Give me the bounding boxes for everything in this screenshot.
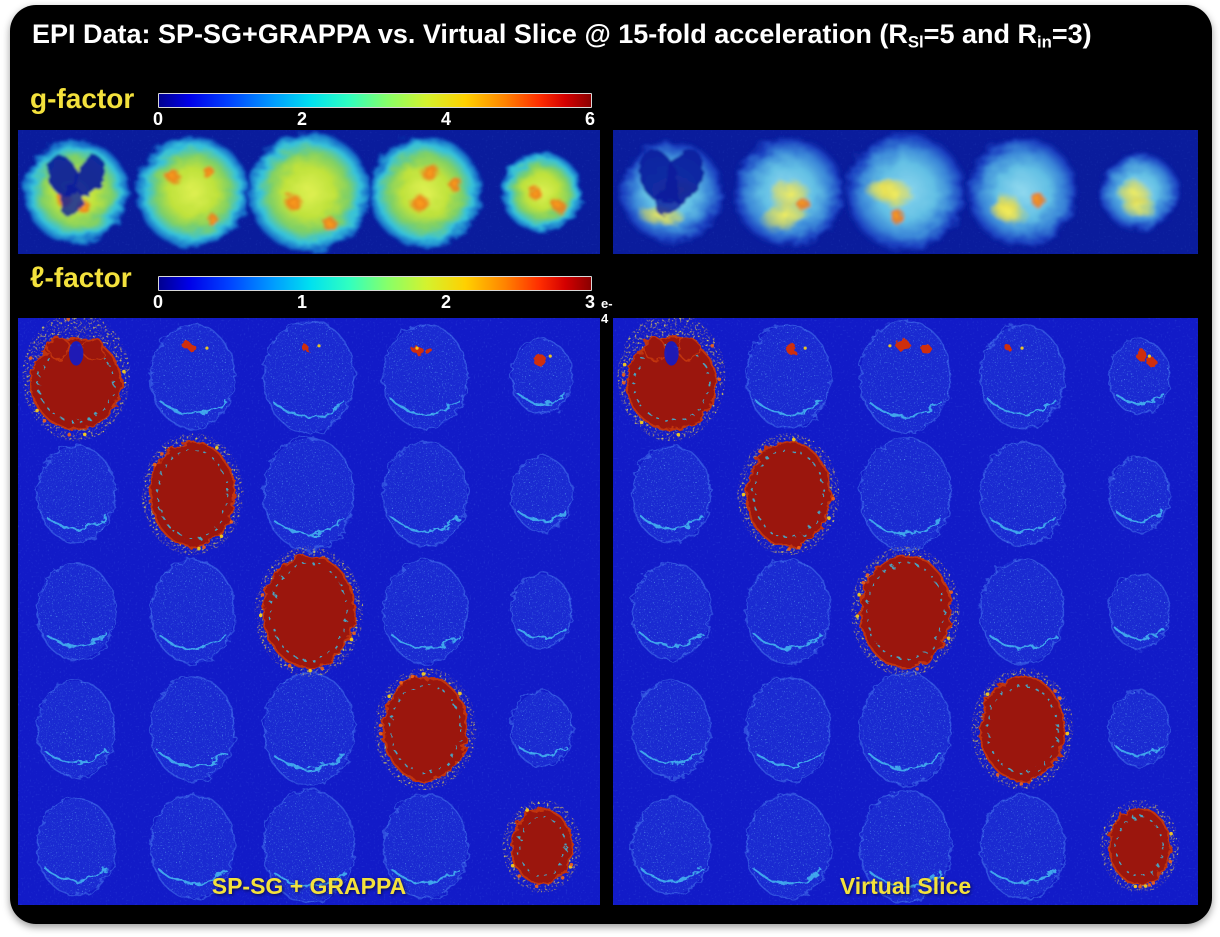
l-factor-colorbar <box>158 276 592 291</box>
leakage-map-cell <box>746 324 831 429</box>
leakage-map-cell <box>1109 691 1170 767</box>
leakage-map-cell <box>1109 574 1170 649</box>
leakage-map-cell <box>980 559 1065 664</box>
g-factor-brain-slice <box>366 134 485 250</box>
g-factor-map-panel-left <box>18 130 600 254</box>
diagonal-red-brain <box>382 675 469 782</box>
leakage-map-cell <box>980 794 1065 899</box>
colorbar-tick: 0 <box>152 109 164 129</box>
leakage-map-cell <box>150 324 235 429</box>
panel-caption-left: SP-SG + GRAPPA <box>211 873 407 899</box>
leakage-map-cell <box>860 437 951 551</box>
title-subscript-sl: Sl <box>907 32 924 52</box>
colorbar-tick: 2 <box>296 109 307 129</box>
diagonal-red-brain <box>30 336 123 430</box>
leakage-map-cell <box>632 563 711 660</box>
panel-caption-right: Virtual Slice <box>839 873 972 899</box>
leakage-map-cell <box>150 676 235 781</box>
l-factor-map-panel-right: Virtual Slice <box>613 318 1198 905</box>
l-factor-label-text: -factor <box>44 262 132 293</box>
title-text-mid: =5 and R <box>923 19 1037 49</box>
g-factor-map-panel-right <box>613 130 1198 254</box>
diagonal-red-brain <box>979 675 1066 782</box>
leakage-map-cell <box>860 790 951 903</box>
g-factor-brain-slice <box>245 130 373 254</box>
g-factor-label: g-factor <box>30 83 135 114</box>
g-factor-brain-slice <box>616 138 727 246</box>
l-factor-map-panel-left: SP-SG + GRAPPA <box>18 318 600 905</box>
title-text: EPI Data: SP-SG+GRAPPA vs. Virtual Slice… <box>32 19 908 49</box>
g-factor-brain-slice <box>133 134 252 250</box>
leakage-map-cell <box>263 320 355 433</box>
leakage-map-cell <box>150 559 235 664</box>
l-factor-label: ℓ-factor <box>30 261 132 295</box>
title-subscript-in: in <box>1036 32 1052 52</box>
leakage-map-cell <box>37 563 116 660</box>
diagonal-red-brain <box>745 441 832 548</box>
figure-frame: EPI Data: SP-SG+GRAPPA vs. Virtual Slice… <box>10 5 1212 924</box>
leakage-map-cell <box>511 574 573 649</box>
g-factor-brain-slice <box>842 130 969 254</box>
leakage-map-cell <box>1109 456 1170 532</box>
g-factor-colorbar-ticks: 0 2 4 6 <box>153 109 595 131</box>
leakage-map-cell <box>383 559 468 664</box>
leakage-map-cell <box>746 794 831 899</box>
colorbar-tick: 6 <box>584 109 596 129</box>
leakage-map-cell <box>383 442 468 547</box>
leakage-map-cell <box>632 797 711 895</box>
g-factor-maps-right <box>613 130 1198 254</box>
colorbar-tick: 1 <box>296 292 307 312</box>
figure-title: EPI Data: SP-SG+GRAPPA vs. Virtual Slice… <box>32 19 1202 59</box>
leakage-map-cell <box>632 680 711 778</box>
g-factor-brain-slice <box>499 150 585 234</box>
leakage-map-cell <box>746 559 831 664</box>
diagonal-red-brain <box>1108 807 1171 885</box>
leakage-map-cell <box>980 442 1065 547</box>
diagonal-red-brain <box>859 554 952 669</box>
diagonal-red-brain <box>262 554 356 669</box>
leakage-map-cell <box>383 324 468 429</box>
l-factor-colorbar-ticks: 0 1 2 3 e-4 <box>153 292 613 326</box>
colorbar-tick: 0 <box>152 292 164 312</box>
leakage-map-cell <box>383 794 468 899</box>
leakage-map-cell <box>263 672 355 786</box>
g-factor-brain-slice <box>21 138 131 246</box>
leakage-map-cell <box>150 794 235 899</box>
leakage-map-cell <box>263 437 355 551</box>
leakage-map-cell <box>37 797 116 895</box>
colorbar-exponent: e-4 <box>601 296 613 326</box>
diagonal-red-brain <box>149 441 236 548</box>
leakage-maps-right <box>613 318 1198 905</box>
leakage-map-cell <box>263 790 355 903</box>
leakage-map-cell <box>980 324 1065 429</box>
leakage-map-cell <box>511 339 573 415</box>
leakage-maps-left <box>18 318 600 905</box>
g-factor-colorbar <box>158 93 592 108</box>
leakage-map-cell <box>511 691 573 767</box>
diagonal-red-brain <box>510 807 574 885</box>
g-factor-brain-slice <box>963 134 1082 250</box>
g-factor-maps-left <box>18 130 600 254</box>
leakage-map-cell <box>860 672 951 786</box>
g-factor-brain-slice <box>1097 150 1182 234</box>
colorbar-tick: 3 <box>584 292 596 312</box>
title-text-end: =3) <box>1051 19 1092 49</box>
g-factor-brain-slice <box>729 134 848 250</box>
leakage-map-cell <box>37 445 116 543</box>
leakage-map-cell <box>632 445 711 543</box>
leakage-map-cell <box>511 456 573 532</box>
diagonal-red-brain <box>625 336 718 430</box>
colorbar-tick: 2 <box>440 292 452 312</box>
colorbar-tick: 4 <box>440 109 452 129</box>
leakage-map-cell <box>746 676 831 781</box>
leakage-map-cell <box>37 680 116 778</box>
script-ell-symbol: ℓ <box>30 261 45 294</box>
